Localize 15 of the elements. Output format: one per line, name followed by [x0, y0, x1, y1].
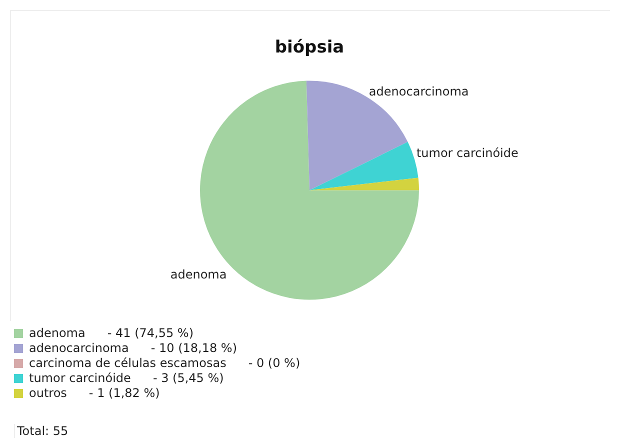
text: - 3 (5,45 %) — [152, 371, 224, 385]
text: - 41 (74,55 %) — [107, 326, 194, 340]
slice-label: tumor carcinóide — [416, 146, 518, 160]
chart-title: biópsia — [274, 38, 344, 58]
text: - 1 (1,82 %) — [88, 386, 160, 400]
legend-label: outros — [29, 386, 67, 400]
legend-label: adenoma — [29, 326, 86, 340]
legend-label: tumor carcinóide — [29, 371, 131, 385]
legend-label: carcinoma de células escamosas — [29, 356, 226, 370]
legend-label: adenocarcinoma — [29, 341, 129, 355]
text: - 0 (0 %) — [248, 356, 300, 370]
slice-label: adenoma — [170, 267, 227, 282]
slice-label: adenocarcinoma — [368, 84, 469, 98]
text: Total: 55 — [17, 424, 68, 438]
text: - 10 (18,18 %) — [150, 341, 238, 355]
